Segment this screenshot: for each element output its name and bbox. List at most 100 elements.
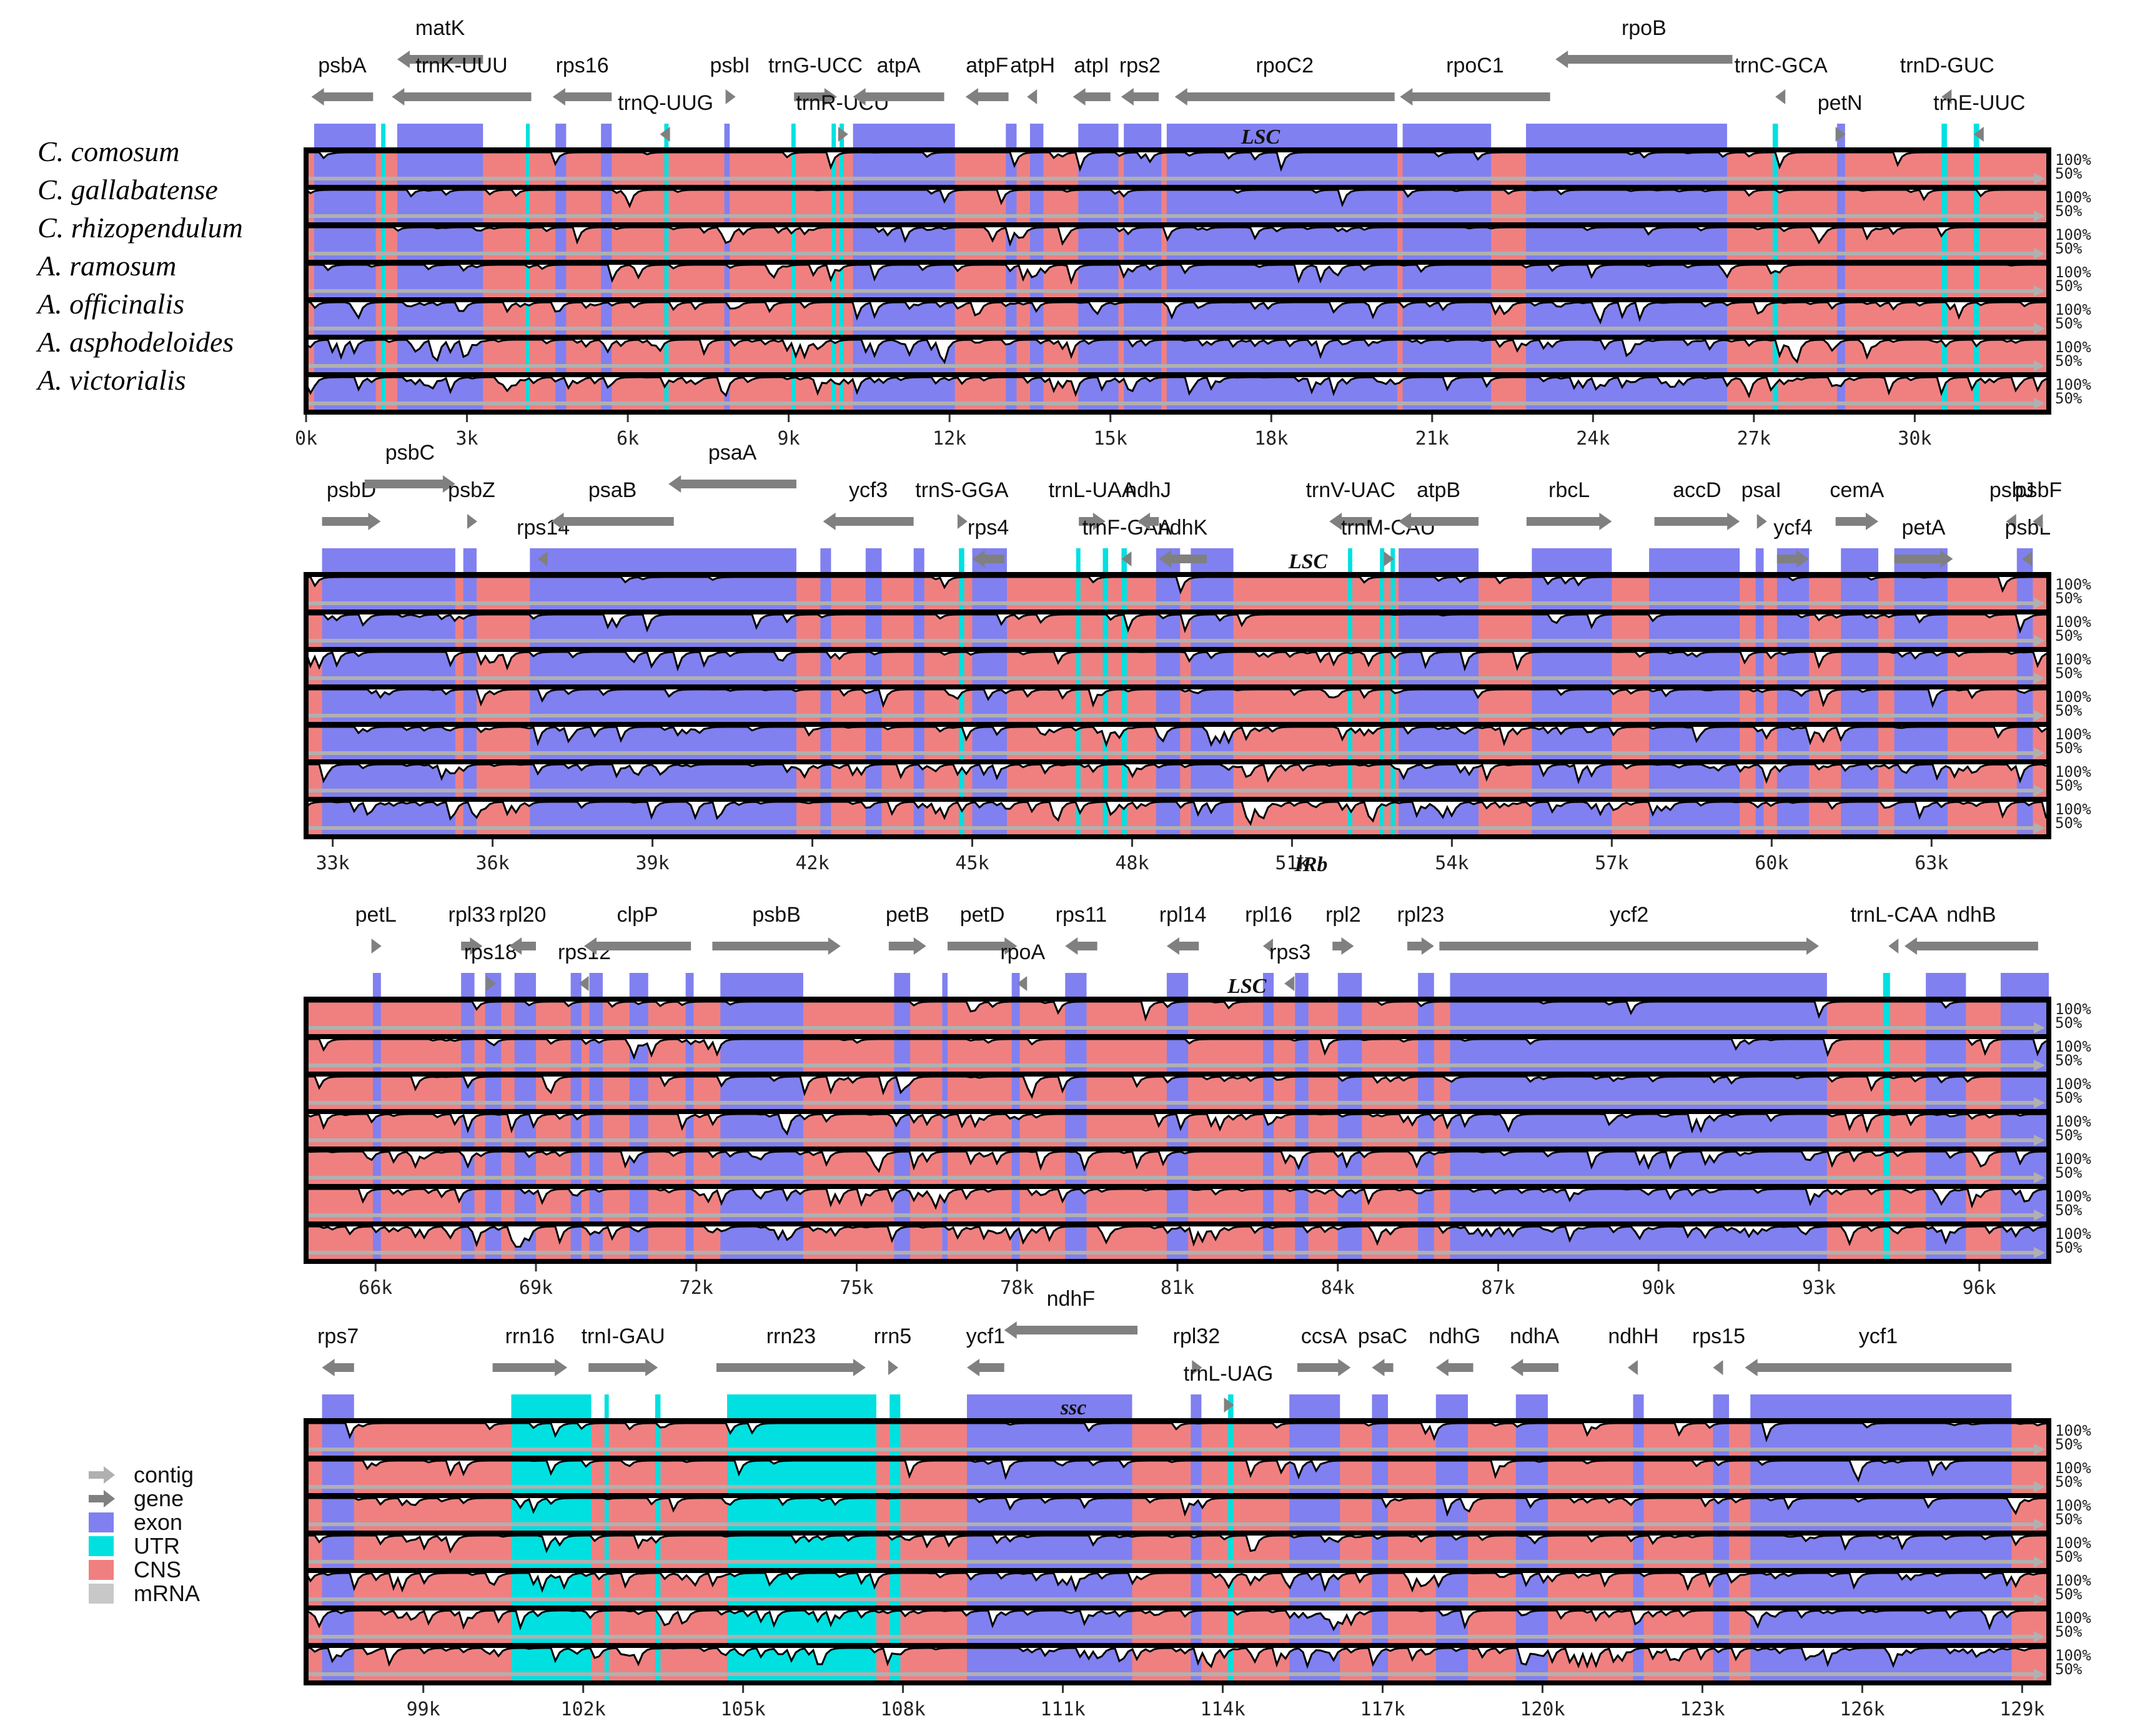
utr-region-column: [831, 150, 836, 412]
gene-label: ndhJ: [1125, 478, 1171, 502]
exon-region-column: [1750, 1421, 2012, 1683]
dissimilarity-area: [306, 726, 2049, 745]
gene-label: psbZ: [448, 478, 495, 502]
gene-label: rpl23: [1397, 903, 1445, 927]
gene-label: ndhH: [1608, 1324, 1658, 1348]
panel-3: 100%50%100%50%100%50%100%50%100%50%100%5…: [304, 853, 2091, 1299]
exon-region-column: [1926, 999, 1966, 1261]
utr-region-column: [791, 150, 796, 412]
track-separator: [306, 1568, 2049, 1573]
exon-annotation-block: [1078, 124, 1119, 150]
axis-tick-label: 75k: [840, 1277, 873, 1299]
utr-annotation-block: [1228, 1394, 1234, 1421]
gene-arrow: [1262, 939, 1273, 954]
track-separator: [306, 222, 2049, 227]
exon-region-column: [1191, 575, 1234, 837]
axis-tick-label: 96k: [1963, 1277, 1996, 1299]
exon-region-column: [1166, 999, 1189, 1261]
species-label: C. comosum: [37, 136, 179, 167]
dissimilarity-area: [306, 613, 2049, 631]
gene-arrow: [509, 937, 537, 955]
utr-region-column: [1228, 1421, 1234, 1683]
gene-label: trnL-UAA: [1049, 478, 1136, 502]
pct-50-label: 50%: [2055, 315, 2083, 332]
gene-arrow: [1166, 937, 1199, 955]
gene-arrow: [588, 1359, 658, 1376]
utr-annotation-block: [1390, 548, 1395, 575]
pct-100-label: 100%: [2055, 726, 2091, 743]
gene-arrow: [888, 1360, 898, 1375]
gene-arrow: [584, 937, 691, 955]
axis-tick-label: 54k: [1435, 852, 1469, 874]
gene-legend-swatch: [89, 1490, 115, 1507]
gene-label: rpl16: [1245, 903, 1292, 927]
pct-50-label: 50%: [2055, 589, 2083, 607]
exon-annotation-block: [1295, 973, 1309, 999]
pct-100-label: 100%: [2055, 1459, 2091, 1477]
pct-50-label: 50%: [2055, 277, 2083, 295]
axis-tick-label: 120k: [1520, 1699, 1565, 1720]
exon-annotation-block: [1926, 973, 1966, 999]
panel-1: 100%50%100%50%100%50%100%50%100%50%100%5…: [295, 16, 2091, 450]
axis-tick-label: 111k: [1040, 1699, 1085, 1720]
gene-label: atpF: [966, 54, 1008, 77]
axis-tick-label: 123k: [1680, 1699, 1725, 1720]
gene-label: psaB: [588, 478, 637, 502]
pct-100-label: 100%: [2055, 189, 2091, 206]
gene-arrow: [1510, 1359, 1559, 1376]
gene-label: atpH: [1010, 54, 1055, 77]
gene-label: petB: [886, 903, 929, 927]
exon-annotation-block: [629, 973, 648, 999]
pct-50-label: 50%: [2055, 1014, 2083, 1032]
gene-arrow: [578, 976, 589, 991]
utr-region-column: [1941, 150, 1947, 412]
utr-annotation-block: [525, 124, 530, 150]
pct-100-label: 100%: [2055, 1572, 2091, 1589]
exon-region-column: [314, 150, 376, 412]
axis-tick-label: 12k: [933, 428, 966, 450]
pct-50-label: 50%: [2055, 1436, 2083, 1453]
gene-arrow: [1835, 127, 1846, 142]
species-label: A. victorialis: [36, 364, 186, 396]
gene-label: ccsA: [1301, 1324, 1347, 1348]
exon-annotation-block: [601, 124, 612, 150]
gene-arrow: [492, 1359, 568, 1376]
dissimilarity-area: [306, 763, 2049, 782]
pct-100-label: 100%: [2055, 301, 2091, 318]
axis-tick-label: 105k: [721, 1699, 766, 1720]
gene-label: psaC: [1358, 1324, 1407, 1348]
utr-annotation-block: [1772, 124, 1778, 150]
track-separator: [306, 1493, 2049, 1498]
pct-100-label: 100%: [2055, 1000, 2091, 1018]
gene-label: ycf2: [1610, 903, 1648, 927]
track-separator: [306, 1109, 2049, 1114]
utr-annotation-block: [727, 1394, 876, 1421]
axis-tick-label: 57k: [1595, 852, 1628, 874]
utr-region-column: [959, 575, 964, 837]
axis-tick-label: 48k: [1115, 852, 1149, 874]
gene-label: rpoA: [1000, 940, 1045, 964]
exon-annotation-block: [724, 124, 730, 150]
exon-region-column: [322, 1421, 354, 1683]
gene-arrow: [486, 976, 497, 991]
utr-region-column: [1973, 150, 1979, 412]
dissimilarity-area: [306, 1188, 2049, 1208]
gene-label: atpA: [877, 54, 921, 77]
pct-100-label: 100%: [2055, 1113, 2091, 1130]
gene-arrow: [311, 88, 374, 106]
gene-label: ycf4: [1773, 516, 1812, 540]
exon-annotation-block: [589, 973, 603, 999]
region-label: IRb: [1294, 853, 1327, 876]
panel-frame: [304, 997, 2051, 1264]
gene-arrow: [1407, 937, 1434, 955]
exon-region-column: [942, 999, 948, 1261]
gene-arrow: [322, 1359, 354, 1376]
contig-arrowhead: [2034, 1247, 2045, 1258]
gene-arrow: [1555, 51, 1733, 68]
gene-arrow: [1027, 89, 1038, 104]
gene-label: rpl33: [448, 903, 496, 927]
exon-region-column: [1166, 150, 1397, 412]
identity-curve: [306, 226, 2046, 247]
gene-arrow: [1079, 513, 1106, 530]
exon-annotation-block: [314, 124, 376, 150]
